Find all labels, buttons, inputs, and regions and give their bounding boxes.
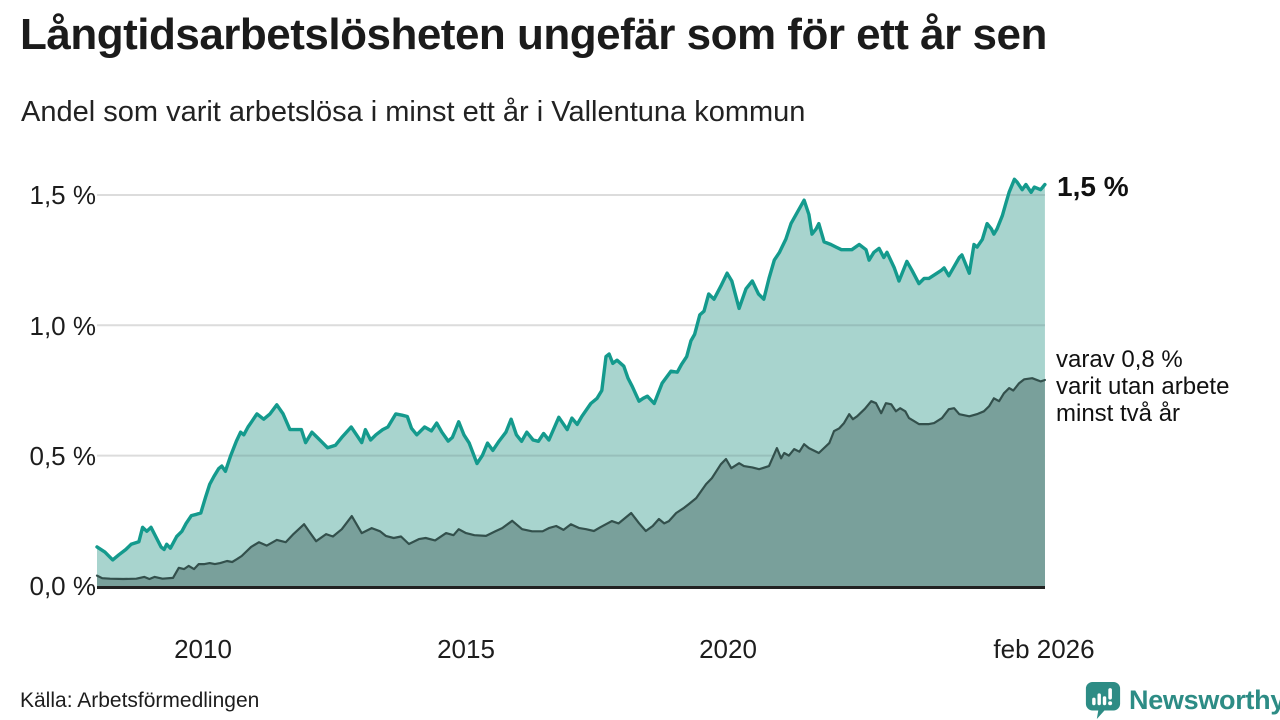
page-title: Långtidsarbetslösheten ungefär som för e… — [20, 10, 1047, 59]
y-tick-0-5: 0,5 % — [29, 441, 97, 471]
x-tick-2010: 2010 — [174, 634, 232, 664]
y-tick-1-0: 1,0 % — [29, 311, 97, 341]
newsworthy-brand-name: Newsworthy — [1129, 684, 1280, 715]
source-credit: Källa: Arbetsförmedlingen — [20, 689, 260, 712]
end-value-label-2yr-line1: varav 0,8 % — [1056, 346, 1183, 373]
end-value-label-1yr: 1,5 % — [1057, 171, 1129, 202]
x-tick-2020: 2020 — [699, 634, 757, 664]
newsworthy-logo-icon — [1085, 681, 1121, 719]
x-tick-feb-2026: feb 2026 — [993, 634, 1095, 664]
series-line-1yr — [95, 177, 1047, 562]
newsworthy-brand: Newsworthy — [1084, 680, 1280, 720]
end-value-label-2yr-line3: minst två år — [1056, 400, 1181, 427]
end-value-label-2yr: varav 0,8 % varit utan arbete minst två … — [1056, 346, 1229, 427]
end-value-label-2yr-line2: varit utan arbete — [1056, 373, 1230, 400]
page-subtitle: Andel som varit arbetslösa i minst ett å… — [21, 96, 806, 128]
series-line-2yr — [95, 377, 1046, 581]
y-tick-1-5: 1,5 % — [29, 180, 97, 210]
y-tick-0-0: 0,0 % — [29, 571, 97, 601]
area-fill-2yr — [97, 378, 1045, 586]
x-tick-2015: 2015 — [437, 634, 495, 664]
